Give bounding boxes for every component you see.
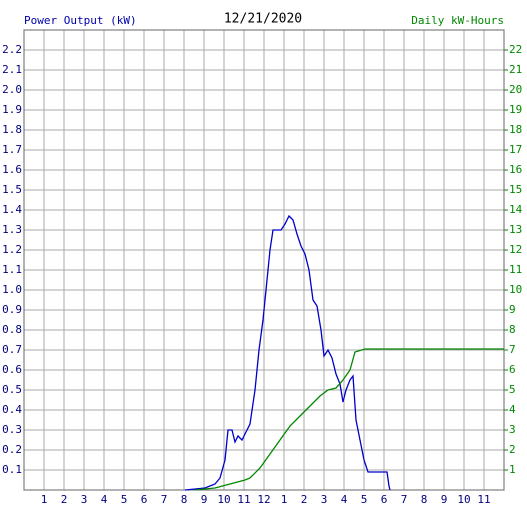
y2-tick-label: 14 [509, 203, 523, 216]
y2-tick-label: 13 [509, 223, 522, 236]
x-tick-label: 9 [441, 493, 448, 506]
x-tick-label: 2 [61, 493, 68, 506]
y-tick-label: 1.9 [2, 103, 22, 116]
y2-tick-label: 7 [509, 343, 516, 356]
y-tick-label: 1.5 [2, 183, 22, 196]
y2-tick-label: 5 [509, 383, 516, 396]
x-tick-label: 1 [41, 493, 48, 506]
x-tick-label: 7 [161, 493, 168, 506]
y-tick-label: 1.0 [2, 283, 22, 296]
y-tick-label: 1.7 [2, 143, 22, 156]
x-tick-label: 11 [477, 493, 490, 506]
x-tick-label: 4 [101, 493, 108, 506]
y2-tick-label: 8 [509, 323, 516, 336]
y-tick-label: 1.3 [2, 223, 22, 236]
x-tick-label: 2 [301, 493, 308, 506]
x-tick-label: 10 [217, 493, 230, 506]
x-tick-label: 10 [457, 493, 470, 506]
y2-tick-label: 15 [509, 183, 522, 196]
x-tick-label: 3 [321, 493, 328, 506]
x-tick-label: 3 [81, 493, 88, 506]
y2-tick-label: 19 [509, 103, 522, 116]
y2-tick-label: 11 [509, 263, 522, 276]
y2-axis-label: Daily kW-Hours [411, 14, 504, 27]
y-tick-label: 2.0 [2, 83, 22, 96]
plot-border [23, 29, 505, 491]
y2-tick-label: 4 [509, 403, 516, 416]
x-tick-label: 4 [341, 493, 348, 506]
y-tick-label: 1.6 [2, 163, 22, 176]
y2-tick-label: 17 [509, 143, 522, 156]
y-tick-label: 0.3 [2, 423, 22, 436]
y-tick-label: 0.2 [2, 443, 22, 456]
y2-tick-label: 21 [509, 63, 522, 76]
x-tick-label: 7 [401, 493, 408, 506]
y2-tick-label: 1 [509, 463, 516, 476]
x-tick-label: 1 [281, 493, 288, 506]
y2-tick-label: 20 [509, 83, 522, 96]
y2-tick-label: 9 [509, 303, 516, 316]
y-tick-label: 0.7 [2, 343, 22, 356]
y2-tick-label: 22 [509, 43, 522, 56]
x-tick-label: 6 [141, 493, 148, 506]
y-tick-label: 1.4 [2, 203, 22, 216]
y-tick-label: 0.6 [2, 363, 22, 376]
y2-tick-label: 16 [509, 163, 522, 176]
x-tick-label: 12 [257, 493, 270, 506]
y2-tick-label: 6 [509, 363, 516, 376]
x-tick-label: 5 [121, 493, 128, 506]
y-tick-label: 0.9 [2, 303, 22, 316]
y2-tick-label: 18 [509, 123, 522, 136]
y2-tick-label: 2 [509, 443, 516, 456]
y-tick-label: 1.8 [2, 123, 22, 136]
y-tick-label: 0.5 [2, 383, 22, 396]
y2-tick-label: 12 [509, 243, 522, 256]
y-tick-label: 1.2 [2, 243, 22, 256]
data-line [194, 348, 504, 491]
chart-title: 12/21/2020 [224, 12, 302, 27]
x-tick-label: 8 [421, 493, 428, 506]
y-tick-label: 0.8 [2, 323, 22, 336]
y-tick-label: 2.1 [2, 63, 22, 76]
x-tick-label: 5 [361, 493, 368, 506]
x-tick-label: 9 [201, 493, 208, 506]
y-tick-label: 0.4 [2, 403, 22, 416]
y-axis-label: Power Output (kW) [24, 14, 137, 27]
y-tick-label: 1.1 [2, 263, 22, 276]
y2-tick-label: 3 [509, 423, 516, 436]
y-tick-label: 0.1 [2, 463, 22, 476]
data-line [184, 214, 391, 491]
y-tick-label: 2.2 [2, 43, 22, 56]
x-tick-label: 8 [181, 493, 188, 506]
x-tick-label: 6 [381, 493, 388, 506]
x-tick-label: 11 [237, 493, 250, 506]
y2-tick-label: 10 [509, 283, 522, 296]
